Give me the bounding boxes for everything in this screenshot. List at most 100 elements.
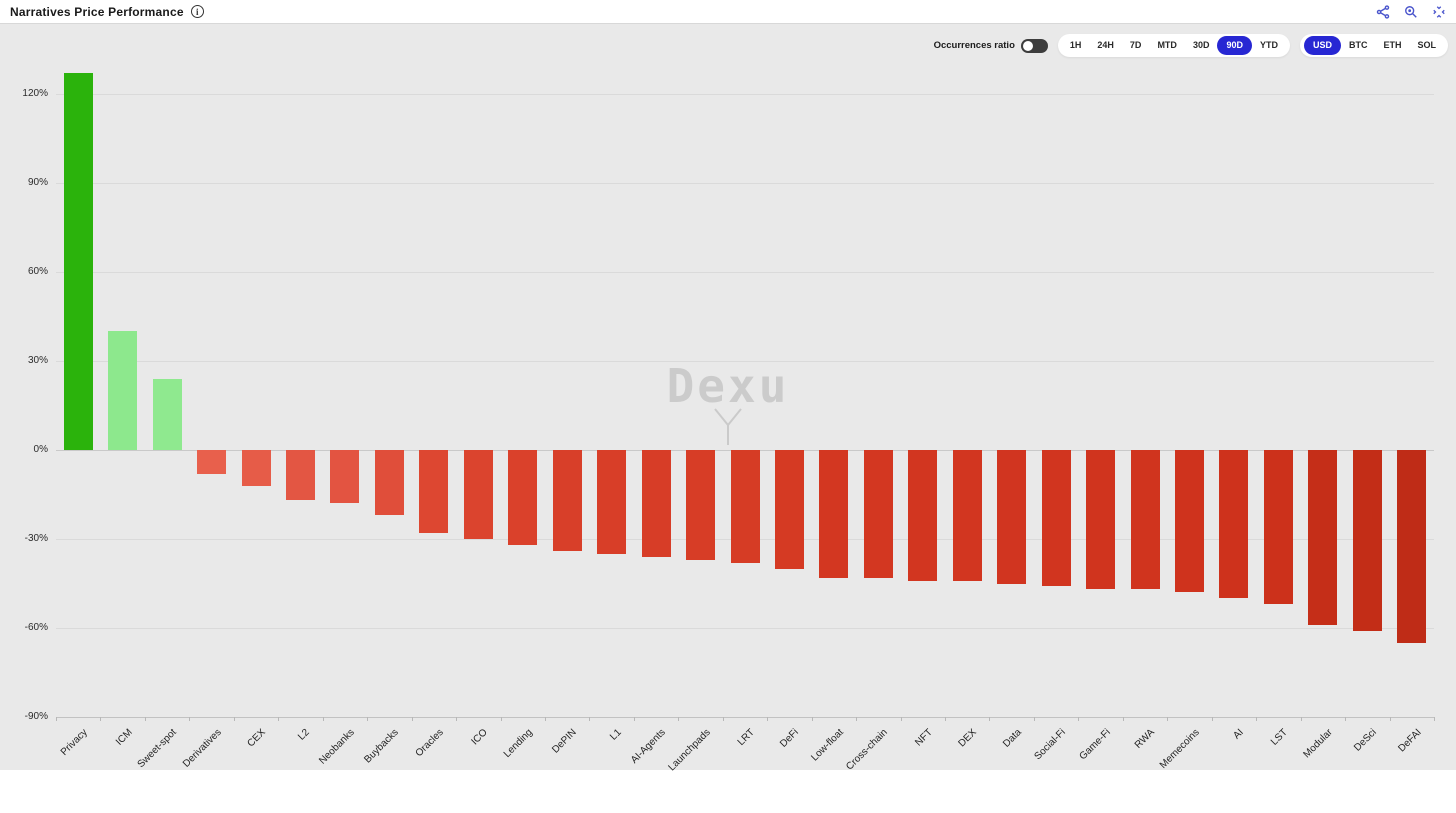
time-range-24h[interactable]: 24H (1089, 37, 1122, 54)
header-icons (1376, 4, 1446, 19)
x-axis-tick (1345, 717, 1347, 721)
bar-ico[interactable] (463, 450, 493, 539)
currency-group: USD BTC ETH SOL (1299, 34, 1448, 57)
bar-ai-agents[interactable] (641, 450, 671, 557)
y-axis-label: 30% (27, 354, 48, 366)
time-range-mtd[interactable]: MTD (1149, 37, 1185, 54)
bar-defai[interactable] (1397, 450, 1427, 643)
grid-line (56, 182, 1434, 184)
time-range-30d[interactable]: 30D (1185, 37, 1218, 54)
y-axis-label: -30% (24, 533, 48, 544)
bar-defi[interactable] (774, 450, 804, 569)
grid-line (56, 93, 1434, 95)
y-axis-label: -60% (24, 622, 48, 633)
x-axis-tick (1078, 717, 1080, 721)
bar-game-fi[interactable] (1086, 450, 1116, 590)
x-axis-tick (722, 717, 724, 721)
toggle-knob (1022, 40, 1033, 51)
bar-rwa[interactable] (1130, 450, 1160, 590)
x-axis-tick (811, 717, 813, 721)
x-axis-tick (1256, 717, 1258, 721)
bar-social-fi[interactable] (1041, 450, 1071, 587)
bar-privacy[interactable] (63, 73, 93, 450)
x-axis-tick (767, 717, 769, 721)
x-axis-tick (233, 717, 235, 721)
y-axis-label: 0% (33, 444, 48, 455)
x-axis-tick (1389, 717, 1391, 721)
title-wrap: Narratives Price Performance i (10, 5, 204, 19)
currency-btc[interactable]: BTC (1341, 37, 1376, 54)
x-axis-tick (989, 717, 991, 721)
bar-oracles[interactable] (419, 450, 449, 534)
share-icon[interactable] (1376, 4, 1390, 19)
bar-neobanks[interactable] (330, 450, 360, 504)
y-axis-label: 90% (27, 176, 48, 188)
bar-ai[interactable] (1219, 450, 1249, 599)
bar-l2[interactable] (285, 450, 315, 501)
occurrences-ratio-toggle[interactable] (1020, 38, 1048, 53)
x-axis-tick (1211, 717, 1213, 721)
grid-line (56, 360, 1434, 362)
x-axis-tick (1122, 717, 1124, 721)
y-axis-label: -90% (24, 711, 48, 722)
x-axis-tick (900, 717, 902, 721)
time-range-7d[interactable]: 7D (1122, 37, 1150, 54)
x-axis-tick (322, 717, 324, 721)
bar-l1[interactable] (597, 450, 627, 554)
info-icon[interactable]: i (190, 5, 204, 18)
occurrences-ratio-label: Occurrences ratio (933, 40, 1015, 51)
zoom-icon[interactable] (1404, 5, 1418, 19)
x-axis-tick (189, 717, 191, 721)
x-axis-tick (278, 717, 280, 721)
bar-icm[interactable] (108, 331, 138, 450)
bar-derivatives[interactable] (197, 450, 227, 474)
bar-buybacks[interactable] (374, 450, 404, 516)
bar-nft[interactable] (908, 450, 938, 581)
grid-line (56, 628, 1434, 629)
x-axis-tick (1300, 717, 1302, 721)
x-axis-tick (1167, 717, 1169, 721)
x-axis-tick (411, 717, 413, 721)
fullscreen-icon[interactable] (1432, 5, 1446, 19)
x-axis-tick (678, 717, 680, 721)
bar-lending[interactable] (508, 450, 538, 545)
currency-eth[interactable]: ETH (1375, 37, 1409, 54)
time-range-90d[interactable]: 90D (1217, 36, 1252, 55)
occurrences-ratio-control: Occurrences ratio (933, 38, 1048, 53)
bar-lst[interactable] (1263, 450, 1293, 605)
bar-cex[interactable] (241, 450, 271, 486)
grid-line (56, 717, 1434, 718)
x-axis-tick (1434, 717, 1435, 721)
currency-sol[interactable]: SOL (1409, 37, 1444, 54)
bar-low-float[interactable] (819, 450, 849, 578)
bar-dex[interactable] (952, 450, 982, 581)
bar-launchpads[interactable] (686, 450, 716, 560)
y-axis-label: 120% (22, 87, 48, 99)
bar-data[interactable] (997, 450, 1027, 584)
currency-usd[interactable]: USD (1303, 36, 1341, 55)
x-axis-tick (500, 717, 502, 721)
bar-desci[interactable] (1352, 450, 1382, 631)
time-range-1h[interactable]: 1H (1062, 37, 1090, 54)
bar-modular[interactable] (1308, 450, 1338, 626)
x-axis-tick (367, 717, 369, 721)
bar-depin[interactable] (552, 450, 582, 551)
x-axis-tick (633, 717, 635, 721)
bar-cross-chain[interactable] (863, 450, 893, 578)
bar-lrt[interactable] (730, 450, 760, 563)
chart-toolbar: Occurrences ratio 1H 24H 7D MTD 30D 90D YTD US… (934, 34, 1448, 57)
x-axis-tick (456, 717, 458, 721)
bar-sweet-spot[interactable] (152, 378, 182, 450)
page-title: Narratives Price Performance (10, 4, 184, 19)
chart-panel: Occurrences ratio 1H 24H 7D MTD 30D 90D YTD US… (0, 24, 1456, 773)
y-axis-label: 60% (27, 265, 48, 277)
x-axis-tick (56, 717, 57, 721)
bar-memecoins[interactable] (1175, 450, 1205, 593)
x-axis-tick (144, 717, 146, 721)
time-range-group: 1H 24H 7D MTD 30D 90D YTD (1057, 34, 1290, 57)
x-axis-tick (100, 717, 102, 721)
bar-chart: 120% 90% 60% 30% 0% -30% -60% -90% Privacy ICM Swe… (0, 24, 1456, 773)
grid-line (56, 271, 1434, 273)
time-range-ytd[interactable]: YTD (1252, 37, 1286, 54)
x-axis-tick (544, 717, 546, 721)
